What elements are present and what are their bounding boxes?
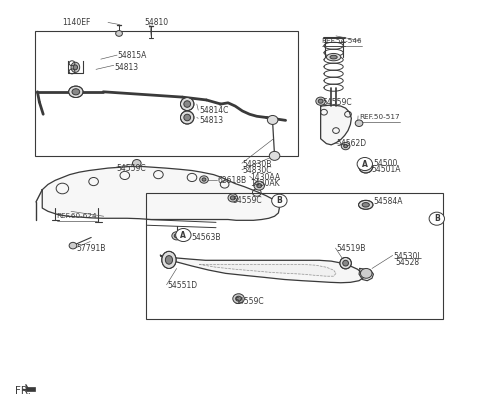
Polygon shape <box>359 268 373 281</box>
Text: 54584A: 54584A <box>373 197 403 206</box>
Circle shape <box>132 160 141 167</box>
Text: 54551D: 54551D <box>167 281 197 290</box>
Ellipse shape <box>184 114 191 121</box>
Text: 54530L: 54530L <box>394 252 422 261</box>
Circle shape <box>174 234 179 238</box>
Text: 54815A: 54815A <box>118 51 147 60</box>
Circle shape <box>360 268 372 278</box>
Text: 54814C: 54814C <box>199 106 228 115</box>
Text: 1430AA: 1430AA <box>251 173 281 182</box>
Text: 54559C: 54559C <box>116 164 146 173</box>
Text: 54830C: 54830C <box>242 166 272 175</box>
Circle shape <box>257 184 262 188</box>
Text: 54813: 54813 <box>114 63 138 72</box>
Text: 1430AK: 1430AK <box>251 179 280 188</box>
Text: 54563B: 54563B <box>191 233 220 242</box>
Circle shape <box>318 99 323 103</box>
Circle shape <box>230 196 235 200</box>
Circle shape <box>228 194 238 202</box>
Circle shape <box>269 151 280 160</box>
Text: 57791B: 57791B <box>77 244 106 253</box>
Ellipse shape <box>73 65 77 70</box>
Text: 54501A: 54501A <box>372 165 401 174</box>
Circle shape <box>200 176 208 183</box>
Polygon shape <box>160 255 364 283</box>
Circle shape <box>357 157 372 171</box>
Ellipse shape <box>72 89 80 95</box>
Circle shape <box>272 194 287 207</box>
Text: REF.60-624: REF.60-624 <box>57 213 97 219</box>
Text: B: B <box>434 214 440 223</box>
Text: 54559C: 54559C <box>323 98 352 107</box>
Text: B: B <box>276 196 282 205</box>
Polygon shape <box>42 166 279 220</box>
Circle shape <box>236 296 241 301</box>
Text: 54562D: 54562D <box>336 139 366 148</box>
Circle shape <box>344 144 348 148</box>
Text: 54500: 54500 <box>373 159 398 168</box>
Ellipse shape <box>165 255 172 264</box>
Text: A: A <box>362 160 368 169</box>
Text: 54559C: 54559C <box>233 196 263 205</box>
Text: 62618B: 62618B <box>217 176 247 185</box>
Text: REF.54-546: REF.54-546 <box>322 38 362 44</box>
Ellipse shape <box>326 53 341 61</box>
Polygon shape <box>321 105 351 145</box>
Circle shape <box>429 212 444 225</box>
Circle shape <box>69 242 77 249</box>
Ellipse shape <box>69 86 83 98</box>
Ellipse shape <box>359 200 373 209</box>
Text: REF.50-517: REF.50-517 <box>359 114 400 120</box>
Bar <box>26 387 35 391</box>
Circle shape <box>359 162 372 173</box>
Ellipse shape <box>180 98 194 111</box>
Text: 1140EF: 1140EF <box>62 18 91 27</box>
Circle shape <box>362 164 369 170</box>
Text: FR.: FR. <box>15 386 31 396</box>
Circle shape <box>254 181 264 190</box>
Text: 54813: 54813 <box>199 116 223 125</box>
Bar <box>146 193 443 319</box>
Ellipse shape <box>343 260 348 266</box>
Ellipse shape <box>71 62 80 73</box>
Ellipse shape <box>184 101 191 107</box>
Circle shape <box>202 178 206 181</box>
Ellipse shape <box>330 55 337 59</box>
Circle shape <box>176 228 191 242</box>
Circle shape <box>316 97 325 105</box>
Text: 54528: 54528 <box>396 258 420 267</box>
Circle shape <box>172 232 181 240</box>
Circle shape <box>341 142 350 150</box>
Text: 54519B: 54519B <box>336 244 365 253</box>
Bar <box>35 31 298 156</box>
Ellipse shape <box>362 203 370 207</box>
Text: 54559C: 54559C <box>234 297 264 306</box>
Circle shape <box>267 115 278 124</box>
Text: A: A <box>180 231 186 239</box>
Text: 54830B: 54830B <box>242 160 272 169</box>
Circle shape <box>116 31 122 36</box>
Ellipse shape <box>162 251 176 268</box>
Circle shape <box>355 120 363 126</box>
Circle shape <box>233 294 244 304</box>
Text: 54810: 54810 <box>144 18 168 27</box>
Ellipse shape <box>180 111 194 124</box>
Ellipse shape <box>340 257 351 269</box>
